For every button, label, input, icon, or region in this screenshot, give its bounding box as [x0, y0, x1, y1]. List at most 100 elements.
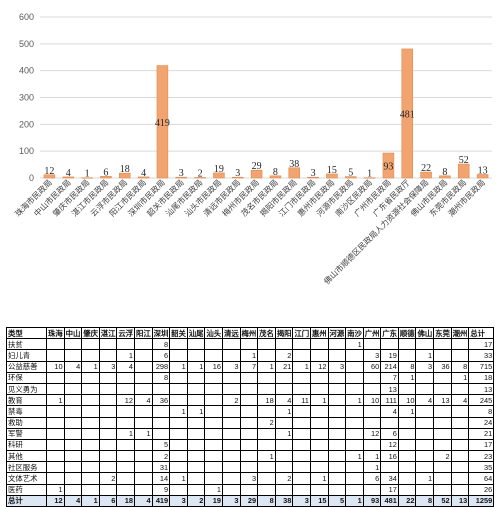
table-cell: [345, 438, 364, 452]
table-cell: [450, 338, 470, 351]
table-cell: 298: [151, 360, 171, 373]
table-cell: [239, 394, 259, 407]
bar: [363, 177, 376, 179]
table-cell: 19: [204, 494, 223, 507]
row-label-cell: 文体艺术: [6, 472, 47, 485]
table-cell: 17: [468, 338, 495, 351]
table-cell: [257, 483, 276, 496]
table-cell: [309, 349, 329, 362]
table-cell: [415, 483, 435, 496]
table-cell: 33: [468, 349, 495, 362]
table-cell: [63, 461, 83, 474]
table-cell: [151, 416, 171, 429]
table-cell: 8: [151, 371, 171, 384]
table-cell: 26: [468, 483, 495, 496]
table-cell: 36: [433, 360, 452, 373]
table-cell: 韶关: [169, 326, 188, 340]
table-cell: [221, 472, 241, 485]
table-cell: 9: [151, 483, 171, 496]
table-cell: [274, 338, 294, 351]
table-cell: [116, 450, 135, 463]
y-tick-label: 600: [19, 12, 34, 22]
table-cell: 2: [186, 494, 206, 507]
table-cell: [380, 338, 399, 351]
table-cell: 中山: [63, 326, 83, 340]
table-cell: [415, 427, 435, 440]
table-cell: 17: [468, 438, 495, 452]
table-cell: 15: [309, 494, 329, 507]
table-cell: [186, 349, 206, 362]
table-cell: [327, 394, 347, 407]
bar: [326, 173, 338, 179]
table-cell: 111: [380, 394, 399, 407]
table-cell: [81, 427, 100, 440]
row-label-cell: 教育: [6, 394, 47, 407]
bar: [288, 167, 301, 179]
table-cell: [169, 382, 188, 396]
table-cell: 总计: [468, 326, 495, 340]
table-cell: [257, 461, 276, 474]
table-cell: [63, 416, 83, 429]
table-cell: [415, 371, 435, 384]
table-row: 文体艺术 2 14 1 3 2 1 6 34 1 64: [6, 472, 495, 485]
table-cell: 12: [46, 494, 65, 507]
table-cell: 24: [468, 416, 495, 429]
table-cell: 3: [221, 494, 241, 507]
table-cell: [46, 338, 65, 351]
table-cell: [133, 382, 153, 396]
table-cell: 1: [274, 427, 294, 440]
table-cell: [327, 371, 347, 384]
table-cell: 1: [169, 472, 188, 485]
table-cell: [433, 416, 452, 429]
table-cell: [415, 438, 435, 452]
table-cell: [221, 382, 241, 396]
table-cell: [239, 438, 259, 452]
table-cell: [81, 461, 100, 474]
table-cell: [204, 382, 223, 396]
table-cell: 8: [415, 494, 435, 507]
table-cell: [397, 416, 417, 429]
table-cell: [204, 338, 223, 351]
data-label: 38: [289, 159, 299, 170]
table-cell: [46, 461, 65, 474]
table-cell: 3: [221, 360, 241, 373]
table-cell: 481: [380, 494, 399, 507]
data-label: 8: [442, 167, 447, 178]
table-cell: [98, 483, 118, 496]
table-cell: 14: [151, 472, 171, 485]
table-cell: [169, 416, 188, 429]
table-cell: [63, 438, 83, 452]
table-cell: 6: [151, 349, 171, 362]
table-cell: [204, 427, 223, 440]
table-cell: 419: [151, 494, 171, 507]
table-cell: 18: [116, 494, 135, 507]
bar: [100, 176, 112, 179]
table-cell: [397, 338, 417, 351]
table-cell: [116, 371, 135, 384]
y-tick-label: 200: [19, 119, 34, 129]
table-cell: [450, 450, 470, 463]
table-cell: [415, 461, 435, 474]
row-label-cell: 医药: [6, 483, 47, 496]
table-cell: 6: [362, 472, 382, 485]
table-cell: [415, 416, 435, 429]
data-label: 52: [459, 155, 469, 166]
table-cell: [433, 472, 452, 485]
table-cell: [46, 438, 65, 452]
bar: [81, 177, 93, 179]
table-cell: [450, 349, 470, 362]
table-cell: [292, 338, 311, 351]
table-cell: [204, 472, 223, 485]
table-cell: [63, 405, 83, 418]
table-cell: [186, 371, 206, 384]
table-cell: 1: [133, 427, 153, 440]
bar: [213, 172, 225, 179]
table-cell: [98, 394, 118, 407]
table-cell: [221, 338, 241, 351]
table-cell: [433, 405, 452, 418]
y-tick-label: 400: [19, 66, 34, 76]
table-cell: [169, 349, 188, 362]
table-cell: 6: [380, 427, 399, 440]
bar: [382, 152, 395, 179]
table-cell: [362, 438, 382, 452]
